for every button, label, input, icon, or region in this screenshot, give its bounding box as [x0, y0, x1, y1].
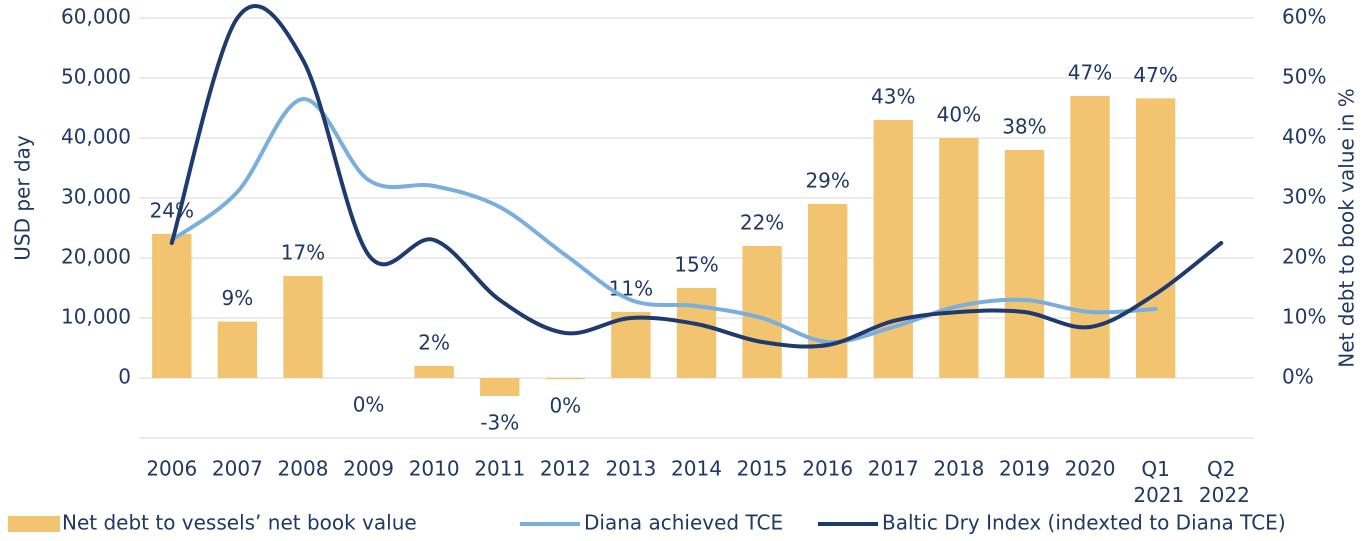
x-tick-label: 2006 — [146, 457, 197, 481]
y2-tick-label: 50% — [1282, 65, 1326, 89]
data-label: -3% — [480, 411, 519, 435]
line — [169, 4, 1224, 349]
data-label: 2% — [418, 331, 450, 355]
data-label: 47% — [1133, 63, 1177, 87]
bar — [742, 246, 782, 378]
x-tick-label: 2009 — [343, 457, 394, 481]
bar — [939, 138, 979, 378]
data-label: 24% — [150, 199, 194, 223]
data-label: 17% — [281, 241, 325, 265]
data-label: 47% — [1068, 61, 1112, 85]
data-label: 15% — [674, 253, 718, 277]
data-label: 29% — [805, 169, 849, 193]
x-tick-label: 2014 — [671, 457, 722, 481]
data-label: 38% — [1002, 115, 1046, 139]
x-tick-label: 2019 — [999, 457, 1050, 481]
legend-label: Diana achieved TCE — [584, 511, 783, 535]
y-tick-label: 30,000 — [61, 185, 131, 209]
data-label: 0% — [549, 394, 581, 418]
bar — [873, 120, 913, 378]
bar — [1070, 96, 1110, 378]
x-tick-label: Q2 2022 — [1193, 457, 1250, 507]
legend-label: Baltic Dry Index (indexted to Diana TCE) — [882, 511, 1286, 535]
bar — [1004, 150, 1045, 378]
y2-tick-label: 60% — [1282, 5, 1326, 29]
data-label: 43% — [871, 85, 915, 109]
x-tick-label: 2018 — [933, 457, 984, 481]
y-axis-title: USD per day — [11, 135, 35, 261]
y2-tick-label: 10% — [1282, 305, 1326, 329]
y2-tick-label: 30% — [1282, 185, 1326, 209]
x-tick-label: 2020 — [1065, 457, 1116, 481]
bar — [808, 204, 848, 378]
x-tick-label: 2016 — [802, 457, 853, 481]
data-label: 40% — [937, 103, 981, 127]
x-tick-label: 2011 — [474, 457, 525, 481]
bar — [414, 366, 454, 378]
y-tick-label: 10,000 — [61, 305, 131, 329]
legend-swatch — [8, 516, 60, 532]
x-tick-label: 2017 — [868, 457, 919, 481]
data-label: 11% — [609, 277, 653, 301]
bar — [545, 378, 585, 380]
y-tick-label: 40,000 — [61, 125, 131, 149]
x-tick-label: 2010 — [409, 457, 460, 481]
bar — [611, 312, 651, 378]
y2-tick-label: 40% — [1282, 125, 1326, 149]
y-tick-label: 0 — [118, 365, 131, 389]
bar — [480, 378, 520, 396]
x-tick-label: 2015 — [737, 457, 788, 481]
legend-label: Net debt to vessels’ net book value — [62, 511, 417, 535]
y-tick-label: 60,000 — [61, 5, 131, 29]
y2-axis-title: Net debt to book value in % — [1335, 88, 1359, 367]
x-tick-label: 2007 — [212, 457, 263, 481]
x-tick-label: 2012 — [540, 457, 591, 481]
bar — [1135, 98, 1176, 379]
line — [169, 97, 1158, 345]
y-tick-label: 20,000 — [61, 245, 131, 269]
data-label: 0% — [353, 393, 385, 417]
data-label: 22% — [740, 211, 784, 235]
x-tick-label: 2013 — [605, 457, 656, 481]
x-tick-label: 2008 — [278, 457, 329, 481]
y2-tick-label: 20% — [1282, 245, 1326, 269]
bar — [152, 234, 192, 378]
y2-tick-label: 0% — [1282, 365, 1314, 389]
data-label: 9% — [222, 286, 254, 310]
x-tick-label: Q1 2021 — [1127, 457, 1184, 507]
y-tick-label: 50,000 — [61, 65, 131, 89]
bar — [283, 276, 323, 378]
bar — [217, 321, 258, 378]
bar — [676, 288, 717, 378]
